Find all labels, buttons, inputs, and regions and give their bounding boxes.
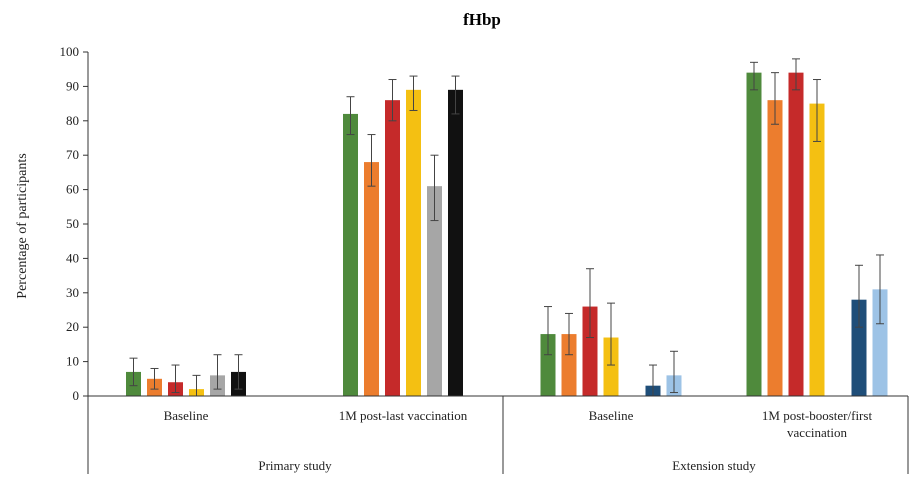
y-tick-label: 30 [66, 285, 79, 300]
category-label: 1M post-last vaccination [339, 408, 468, 423]
y-tick-label: 100 [60, 44, 80, 59]
y-tick-label: 60 [66, 182, 79, 197]
bar [851, 299, 867, 396]
category-label: 1M post-booster/first vaccination [762, 408, 873, 440]
bar [540, 334, 556, 396]
bar [809, 103, 825, 396]
bar [385, 100, 400, 396]
bar [872, 289, 888, 396]
bar [767, 100, 783, 396]
x-axis: Baseline 1M post-last vaccination Baseline… [87, 395, 909, 474]
y-tick-label: 0 [73, 388, 80, 403]
group-label: Extension study [672, 458, 756, 473]
chart-title: fHbp [463, 10, 501, 29]
category-label: Baseline [164, 408, 209, 423]
y-tick-label: 40 [66, 250, 79, 265]
y-tick-label: 50 [66, 216, 79, 231]
y-tick-label: 80 [66, 113, 79, 128]
y-tick-label: 20 [66, 319, 79, 334]
bar [448, 89, 463, 396]
category-label: Baseline [589, 408, 634, 423]
bar [788, 72, 804, 396]
bar [561, 334, 577, 396]
y-tick-label: 10 [66, 354, 79, 369]
y-axis: 0 10 20 30 40 50 60 70 80 90 100 [60, 44, 89, 403]
y-tick-label: 70 [66, 147, 79, 162]
plot-area [126, 58, 888, 397]
bar [343, 113, 358, 397]
bar [406, 89, 421, 396]
bar [364, 162, 379, 396]
bar [603, 337, 619, 396]
bar [582, 306, 598, 396]
bar [427, 186, 442, 396]
bar [746, 72, 762, 396]
y-tick-label: 90 [66, 78, 79, 93]
group-label: Primary study [258, 458, 332, 473]
y-axis-label: Percentage of participants [15, 153, 30, 298]
